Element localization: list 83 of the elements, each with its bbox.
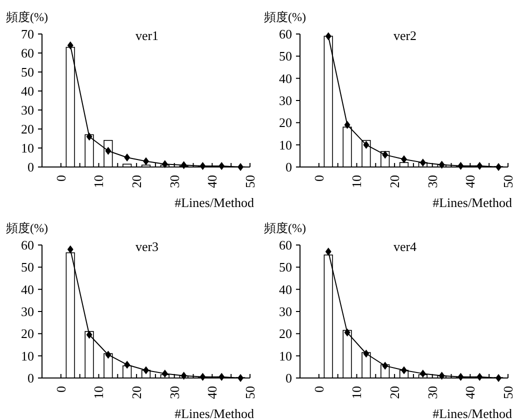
point: [363, 140, 370, 149]
point: [86, 132, 92, 141]
point: [162, 370, 168, 378]
point: [325, 248, 332, 256]
y-tick-label: 60: [21, 46, 34, 60]
y-tick-label: 10: [21, 140, 34, 156]
x-tick-label: 0: [311, 386, 326, 392]
x-tick-label: 10: [91, 175, 106, 188]
y-tick-label: 20: [21, 326, 34, 342]
point: [162, 160, 168, 168]
point: [401, 366, 407, 374]
x-axis-title: #Lines/Method: [174, 406, 254, 419]
x-tick-label: 30: [166, 175, 182, 188]
y-tick-label: 30: [279, 93, 292, 108]
y-tick-label: 40: [279, 70, 292, 86]
y-tick-label: 20: [279, 115, 292, 130]
chart-title: ver2: [393, 28, 417, 43]
point: [382, 362, 388, 370]
y-axis-title: 頻度(%): [264, 221, 306, 235]
x-axis-title: #Lines/Method: [432, 406, 512, 419]
y-tick-label: 10: [21, 348, 34, 364]
x-tick-label: 40: [204, 386, 220, 399]
point: [105, 350, 112, 359]
x-tick-label: 10: [349, 386, 364, 399]
x-tick-label: 40: [462, 175, 478, 188]
x-tick-label: 10: [349, 175, 364, 188]
x-axis-title: #Lines/Method: [432, 195, 512, 210]
y-axis-title: 頻度(%): [6, 10, 48, 24]
x-tick-label: 50: [242, 386, 258, 399]
x-tick-label: 20: [387, 386, 402, 399]
x-tick-label: 30: [424, 175, 440, 188]
y-tick-label: 10: [279, 137, 292, 152]
y-tick-label: 30: [279, 304, 292, 319]
x-axis-title: #Lines/Method: [174, 195, 254, 210]
y-tick-label: 10: [279, 348, 292, 364]
y-axis-title: 頻度(%): [264, 10, 306, 24]
y-tick-label: 70: [21, 26, 34, 42]
x-tick-label: 50: [500, 175, 516, 188]
y-tick-label: 40: [21, 84, 34, 98]
point: [143, 366, 149, 374]
point: [401, 155, 407, 164]
x-tick-label: 40: [462, 386, 478, 399]
y-tick-label: 40: [21, 282, 34, 297]
x-tick-label: 10: [91, 386, 106, 399]
chart-title: ver4: [393, 239, 418, 254]
point: [67, 245, 74, 254]
y-tick-label: 60: [279, 26, 292, 42]
y-tick-label: 50: [279, 260, 292, 275]
y-tick-label: 50: [21, 260, 34, 275]
y-tick-label: 60: [279, 238, 292, 252]
point: [124, 360, 130, 369]
x-tick-label: 0: [53, 175, 68, 182]
x-tick-label: 30: [166, 386, 182, 399]
point: [420, 158, 426, 167]
chart-title: ver1: [135, 28, 159, 43]
point: [325, 32, 332, 40]
y-tick-label: 30: [21, 304, 34, 319]
chart-title: ver3: [135, 239, 159, 254]
point: [67, 41, 74, 50]
y-tick-label: 20: [21, 122, 34, 136]
point: [143, 157, 149, 166]
x-tick-label: 20: [387, 175, 402, 188]
x-tick-label: 50: [242, 175, 258, 188]
y-tick-label: 30: [21, 102, 34, 118]
x-tick-label: 50: [500, 386, 516, 399]
point: [420, 370, 426, 378]
x-tick-label: 30: [424, 386, 440, 399]
x-tick-label: 20: [129, 386, 144, 399]
x-tick-label: 20: [129, 175, 144, 188]
point: [344, 120, 350, 129]
point: [363, 350, 370, 358]
x-tick-label: 40: [204, 175, 220, 188]
y-tick-label: 40: [279, 282, 292, 297]
y-tick-label: 20: [279, 326, 292, 342]
x-tick-label: 0: [53, 386, 68, 392]
y-tick-label: 50: [21, 64, 34, 80]
x-tick-label: 0: [311, 175, 326, 182]
point: [344, 328, 350, 337]
y-tick-label: 60: [21, 238, 34, 252]
point: [86, 330, 92, 339]
y-tick-label: 50: [279, 48, 292, 64]
point: [124, 154, 130, 162]
y-axis-title: 頻度(%): [6, 221, 48, 235]
